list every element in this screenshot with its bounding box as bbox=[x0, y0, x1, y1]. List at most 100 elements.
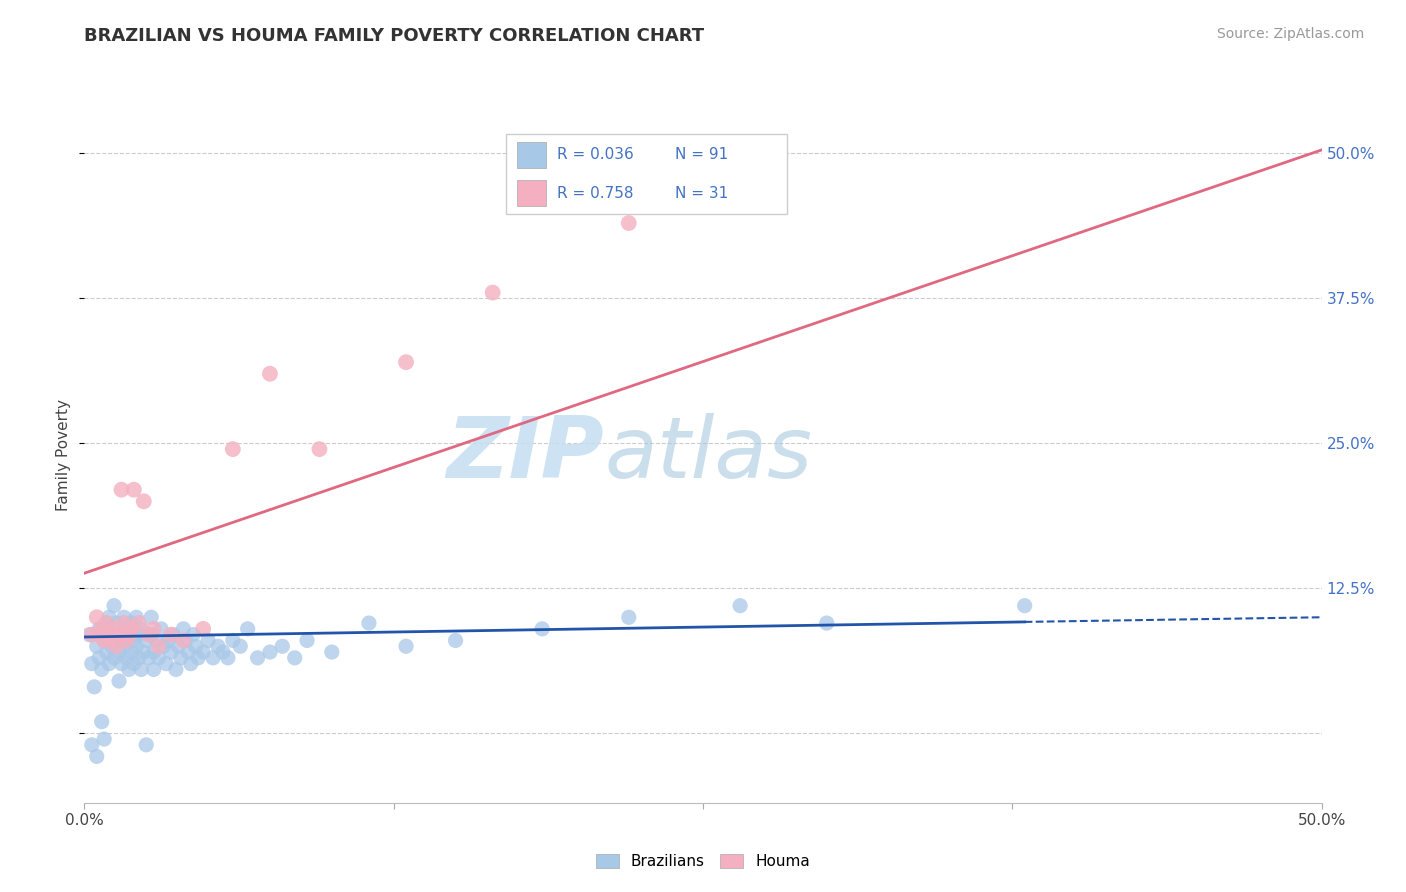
Point bbox=[93, 633, 115, 648]
Point bbox=[118, 628, 141, 642]
Point bbox=[79, 628, 101, 642]
Point bbox=[89, 628, 111, 642]
Point bbox=[177, 645, 200, 659]
FancyBboxPatch shape bbox=[506, 134, 787, 214]
Point bbox=[236, 622, 259, 636]
Point bbox=[115, 633, 138, 648]
Point bbox=[80, 657, 103, 671]
Point bbox=[90, 662, 112, 676]
Point bbox=[98, 628, 121, 642]
Point bbox=[89, 622, 111, 636]
Point bbox=[89, 651, 111, 665]
Point bbox=[138, 628, 160, 642]
Point bbox=[197, 633, 219, 648]
Point bbox=[165, 662, 187, 676]
Text: R = 0.036: R = 0.036 bbox=[557, 147, 634, 162]
Bar bbox=[517, 142, 546, 168]
Point bbox=[83, 680, 105, 694]
Point bbox=[184, 639, 207, 653]
Point bbox=[103, 651, 125, 665]
Point bbox=[100, 628, 122, 642]
Point bbox=[128, 651, 150, 665]
Point bbox=[531, 622, 554, 636]
Point bbox=[135, 633, 157, 648]
Point bbox=[141, 610, 163, 624]
Point bbox=[135, 738, 157, 752]
Point bbox=[86, 639, 108, 653]
Point bbox=[125, 639, 148, 653]
Point bbox=[129, 622, 152, 636]
Point bbox=[259, 645, 281, 659]
Point bbox=[217, 651, 239, 665]
Point bbox=[118, 662, 141, 676]
Point bbox=[118, 622, 141, 636]
Text: Source: ZipAtlas.com: Source: ZipAtlas.com bbox=[1216, 27, 1364, 41]
Point bbox=[103, 622, 125, 636]
Point bbox=[110, 628, 132, 642]
Point bbox=[617, 216, 640, 230]
Point bbox=[207, 639, 229, 653]
Point bbox=[141, 628, 163, 642]
Point bbox=[128, 615, 150, 630]
Point bbox=[160, 645, 183, 659]
Point bbox=[125, 610, 148, 624]
Point bbox=[172, 633, 194, 648]
Point bbox=[152, 639, 174, 653]
Point bbox=[357, 615, 380, 630]
Point bbox=[481, 285, 503, 300]
Point bbox=[1014, 599, 1036, 613]
Point bbox=[112, 610, 135, 624]
Point bbox=[295, 633, 318, 648]
Point bbox=[132, 645, 155, 659]
Point bbox=[100, 633, 122, 648]
Point bbox=[815, 615, 838, 630]
Text: N = 31: N = 31 bbox=[675, 186, 728, 201]
Point bbox=[246, 651, 269, 665]
Point bbox=[222, 442, 245, 457]
Point bbox=[150, 622, 173, 636]
Point bbox=[229, 639, 252, 653]
Point bbox=[112, 615, 135, 630]
Text: BRAZILIAN VS HOUMA FAMILY POVERTY CORRELATION CHART: BRAZILIAN VS HOUMA FAMILY POVERTY CORREL… bbox=[84, 27, 704, 45]
Point bbox=[155, 657, 177, 671]
Point bbox=[187, 651, 209, 665]
Point bbox=[202, 651, 225, 665]
Point bbox=[105, 615, 128, 630]
Point bbox=[160, 628, 183, 642]
Point bbox=[96, 615, 118, 630]
Point bbox=[617, 610, 640, 624]
Point bbox=[105, 639, 128, 653]
Point bbox=[145, 633, 167, 648]
Point bbox=[86, 749, 108, 764]
Point bbox=[93, 633, 115, 648]
Legend: Brazilians, Houma: Brazilians, Houma bbox=[589, 848, 817, 875]
Point bbox=[259, 367, 281, 381]
Point bbox=[98, 657, 121, 671]
Text: N = 91: N = 91 bbox=[675, 147, 728, 162]
Point bbox=[138, 651, 160, 665]
Point bbox=[96, 615, 118, 630]
Point bbox=[96, 645, 118, 659]
Point bbox=[222, 633, 245, 648]
Point bbox=[181, 628, 204, 642]
Point bbox=[142, 622, 165, 636]
Point bbox=[191, 645, 214, 659]
Point bbox=[122, 657, 145, 671]
Point bbox=[728, 599, 751, 613]
Point bbox=[129, 662, 152, 676]
Point bbox=[122, 483, 145, 497]
Point bbox=[172, 622, 194, 636]
Point bbox=[86, 610, 108, 624]
Text: atlas: atlas bbox=[605, 413, 813, 497]
Point bbox=[115, 651, 138, 665]
Point bbox=[93, 731, 115, 746]
Text: ZIP: ZIP bbox=[446, 413, 605, 497]
Text: R = 0.758: R = 0.758 bbox=[557, 186, 633, 201]
Point bbox=[110, 657, 132, 671]
Bar bbox=[517, 180, 546, 206]
Point bbox=[112, 639, 135, 653]
Point bbox=[90, 622, 112, 636]
Point bbox=[180, 657, 202, 671]
Point bbox=[80, 628, 103, 642]
Point bbox=[167, 639, 190, 653]
